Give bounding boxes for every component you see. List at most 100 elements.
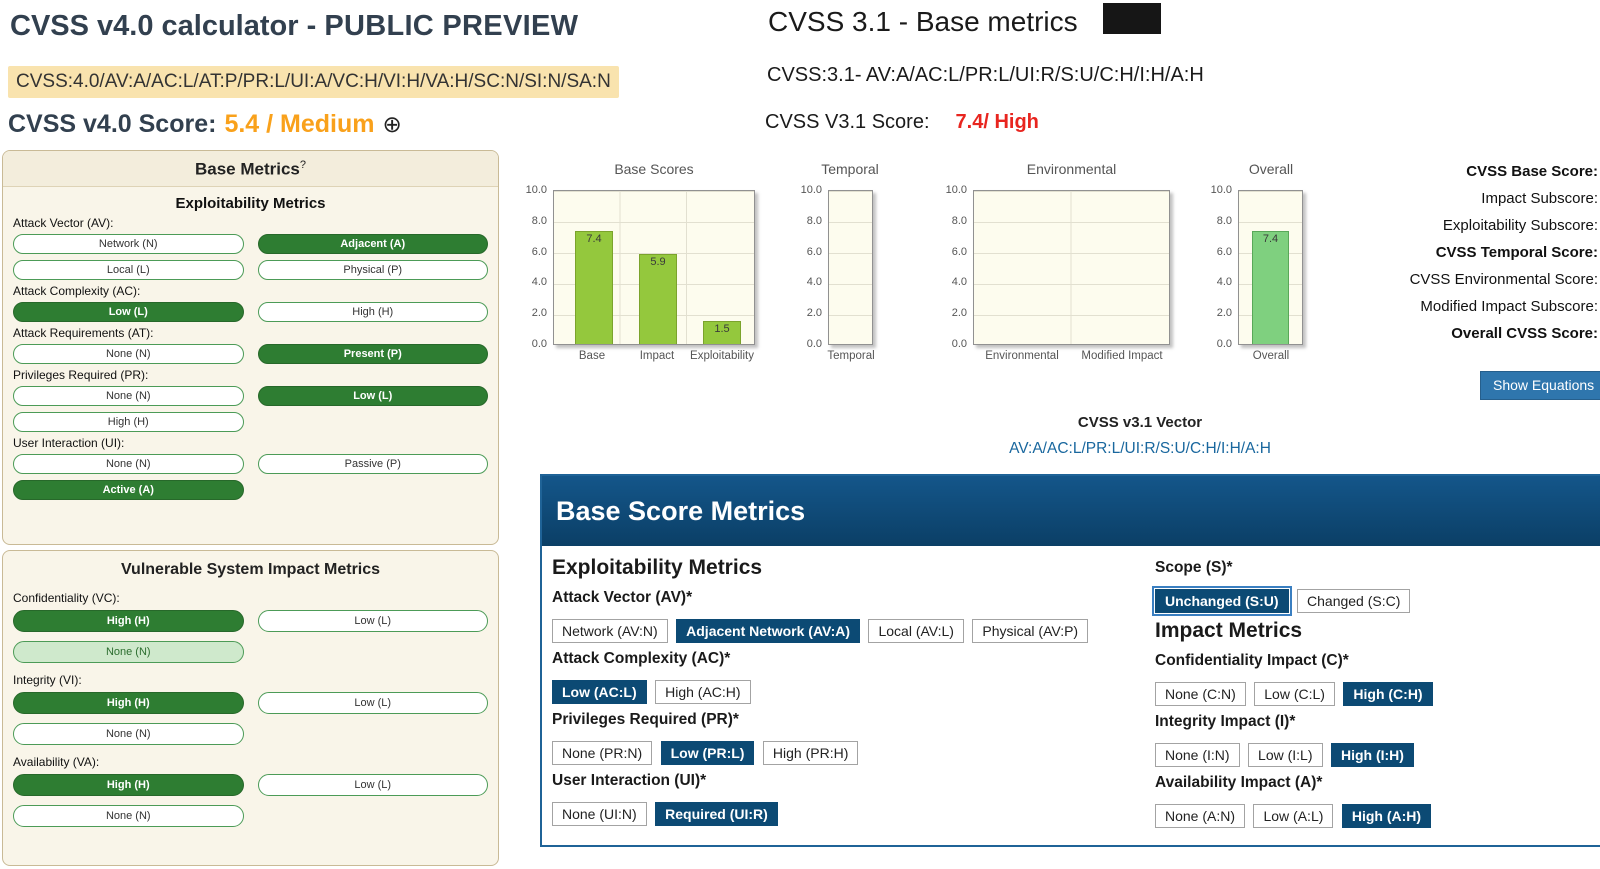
help-icon[interactable]: ?: [299, 159, 306, 171]
option-none[interactable]: None (N): [13, 343, 244, 364]
bar-value-label: 1.5: [714, 323, 730, 336]
base-scores-chart: 7.4 5.9 1.5: [553, 190, 755, 345]
option-none[interactable]: None (N): [13, 385, 244, 406]
v4-base-metrics-panel: Base Metrics? Exploitability Metrics Att…: [2, 150, 499, 545]
option-none[interactable]: None (N): [13, 723, 244, 745]
expand-score-icon[interactable]: ⊕: [382, 111, 402, 137]
metric-label-privileges-required: Privileges Required (PR)*: [552, 711, 739, 728]
metric-label-attack-complexity: Attack Complexity (AC)*: [552, 650, 731, 667]
metric-label-user-interaction: User Interaction (UI)*: [552, 772, 707, 789]
option-adjacent-network[interactable]: Adjacent Network (AV:A): [676, 619, 861, 643]
v31-score-value: 7.4/ High: [955, 111, 1039, 133]
environmental-chart: [973, 190, 1170, 345]
y-tick: 6.0: [951, 245, 967, 258]
metric-group-user-interaction: User Interaction (UI): None (N) Passive …: [3, 436, 498, 500]
y-tick: 8.0: [531, 214, 547, 227]
v31-score-line: CVSS V3.1 Score: 7.4/ High: [765, 111, 1039, 134]
y-axis-ticks: 10.0 8.0 6.0 4.0 2.0 0.0: [505, 184, 547, 351]
option-low[interactable]: Low (L): [257, 774, 488, 796]
option-low[interactable]: Low (PR:L): [660, 741, 755, 765]
y-axis-ticks: 10.0 8.0 6.0 4.0 2.0 0.0: [925, 184, 967, 351]
option-low[interactable]: Low (L): [257, 610, 488, 632]
v4-vector-string[interactable]: CVSS:4.0/AV:A/AC:L/AT:P/PR:L/UI:A/VC:H/V…: [8, 66, 619, 98]
option-none[interactable]: None (PR:N): [552, 741, 653, 765]
bar-base: 7.4: [575, 230, 613, 344]
option-high[interactable]: High (H): [257, 301, 488, 322]
option-adjacent[interactable]: Adjacent (A): [257, 233, 488, 254]
option-high[interactable]: High (H): [13, 692, 244, 714]
option-high[interactable]: High (I:H): [1330, 743, 1414, 767]
y-axis-ticks: 10.0 8.0 6.0 4.0 2.0 0.0: [1190, 184, 1232, 351]
option-required[interactable]: Required (UI:R): [655, 802, 778, 826]
x-label-temporal: Temporal: [827, 350, 875, 362]
integrity-impact-options: None (I:N) Low (I:L) High (I:H): [1155, 743, 1595, 767]
score-row-modified-impact: Modified Impact Subscore:: [1420, 298, 1598, 315]
temporal-chart: [828, 190, 873, 345]
option-high[interactable]: High (H): [13, 774, 244, 796]
option-none[interactable]: None (I:N): [1155, 743, 1240, 767]
option-low[interactable]: Low (L): [13, 301, 244, 322]
metric-group-privileges-required: Privileges Required (PR): None (N) Low (…: [3, 368, 498, 432]
x-label-environmental: Environmental: [985, 350, 1059, 362]
option-network[interactable]: Network (N): [13, 233, 244, 254]
option-none[interactable]: None (C:N): [1155, 682, 1246, 706]
v4-page-title: CVSS v4.0 calculator - PUBLIC PREVIEW: [10, 10, 578, 43]
option-high[interactable]: High (H): [13, 411, 244, 432]
option-none[interactable]: None (N): [13, 805, 244, 827]
metric-group-attack-complexity: Attack Complexity (AC): Low (L) High (H): [3, 284, 498, 322]
y-tick: 4.0: [806, 276, 822, 289]
metric-group-confidentiality: Confidentiality (VC): High (H) Low (L) N…: [3, 591, 498, 663]
score-row-base: CVSS Base Score:: [1466, 163, 1598, 180]
option-none[interactable]: None (UI:N): [552, 802, 647, 826]
option-low[interactable]: Low (I:L): [1248, 743, 1323, 767]
option-high[interactable]: High (AC:H): [655, 680, 751, 704]
option-low[interactable]: Low (A:L): [1253, 804, 1334, 828]
option-none[interactable]: None (N): [13, 453, 244, 474]
option-high[interactable]: High (C:H): [1343, 682, 1433, 706]
metric-group-availability: Availability (VA): High (H) Low (L) None…: [3, 755, 498, 827]
x-label-modified-impact: Modified Impact: [1081, 350, 1163, 362]
privileges-required-options: None (PR:N) Low (PR:L) High (PR:H): [552, 741, 1147, 765]
x-label-impact: Impact: [639, 350, 675, 362]
option-local[interactable]: Local (AV:L): [868, 619, 964, 643]
option-low[interactable]: Low (L): [257, 692, 488, 714]
x-label-overall: Overall: [1252, 350, 1290, 362]
x-label-base: Base: [578, 350, 606, 362]
option-physical[interactable]: Physical (P): [257, 259, 488, 280]
option-low[interactable]: Low (C:L): [1254, 682, 1335, 706]
score-summary-column: CVSS Base Score: Impact Subscore: Exploi…: [1330, 158, 1598, 347]
option-active[interactable]: Active (A): [13, 479, 244, 500]
score-row-impact-subscore: Impact Subscore:: [1481, 190, 1598, 207]
v4-title-prefix: CVSS v4.0 calculator -: [10, 10, 325, 42]
option-none[interactable]: None (A:N): [1155, 804, 1246, 828]
metric-label-attack-vector: Attack Vector (AV)*: [552, 589, 693, 606]
chart-title-environmental: Environmental: [1026, 161, 1117, 177]
option-high[interactable]: High (A:H): [1341, 804, 1432, 828]
option-high[interactable]: High (PR:H): [762, 741, 859, 765]
y-tick: 2.0: [531, 307, 547, 320]
v4-score-label: CVSS v4.0 Score:: [8, 110, 217, 138]
metric-group-attack-vector: Attack Vector (AV): Network (N) Adjacent…: [3, 216, 498, 280]
confidentiality-impact-options: None (C:N) Low (C:L) High (C:H): [1155, 682, 1595, 706]
v31-vector-link[interactable]: AV:A/AC:L/PR:L/UI:R/S:U/C:H/I:H/A:H: [1009, 440, 1271, 457]
option-present[interactable]: Present (P): [257, 343, 488, 364]
option-network[interactable]: Network (AV:N): [552, 619, 668, 643]
option-high[interactable]: High (H): [13, 610, 244, 632]
score-row-temporal: CVSS Temporal Score:: [1435, 244, 1598, 261]
option-low[interactable]: Low (L): [257, 385, 488, 406]
y-tick: 6.0: [1216, 245, 1232, 258]
v31-page-title: CVSS 3.1 - Base metrics: [768, 6, 1078, 37]
show-equations-button[interactable]: Show Equations: [1480, 371, 1600, 400]
option-low[interactable]: Low (AC:L): [552, 680, 647, 704]
bar-value-label: 7.4: [1262, 232, 1279, 245]
v31-vector-heading: CVSS v3.1 Vector: [1077, 414, 1203, 431]
option-changed[interactable]: Changed (S:C): [1297, 589, 1411, 613]
option-physical[interactable]: Physical (AV:P): [972, 619, 1089, 643]
y-tick: 10.0: [800, 184, 822, 196]
exploitability-column: Exploitability Metrics Attack Vector (AV…: [552, 556, 1147, 832]
black-redaction-box: [1103, 3, 1161, 34]
option-unchanged[interactable]: Unchanged (S:U): [1152, 586, 1292, 616]
option-passive[interactable]: Passive (P): [257, 453, 488, 474]
option-local[interactable]: Local (L): [13, 259, 244, 280]
option-none[interactable]: None (N): [13, 641, 244, 663]
